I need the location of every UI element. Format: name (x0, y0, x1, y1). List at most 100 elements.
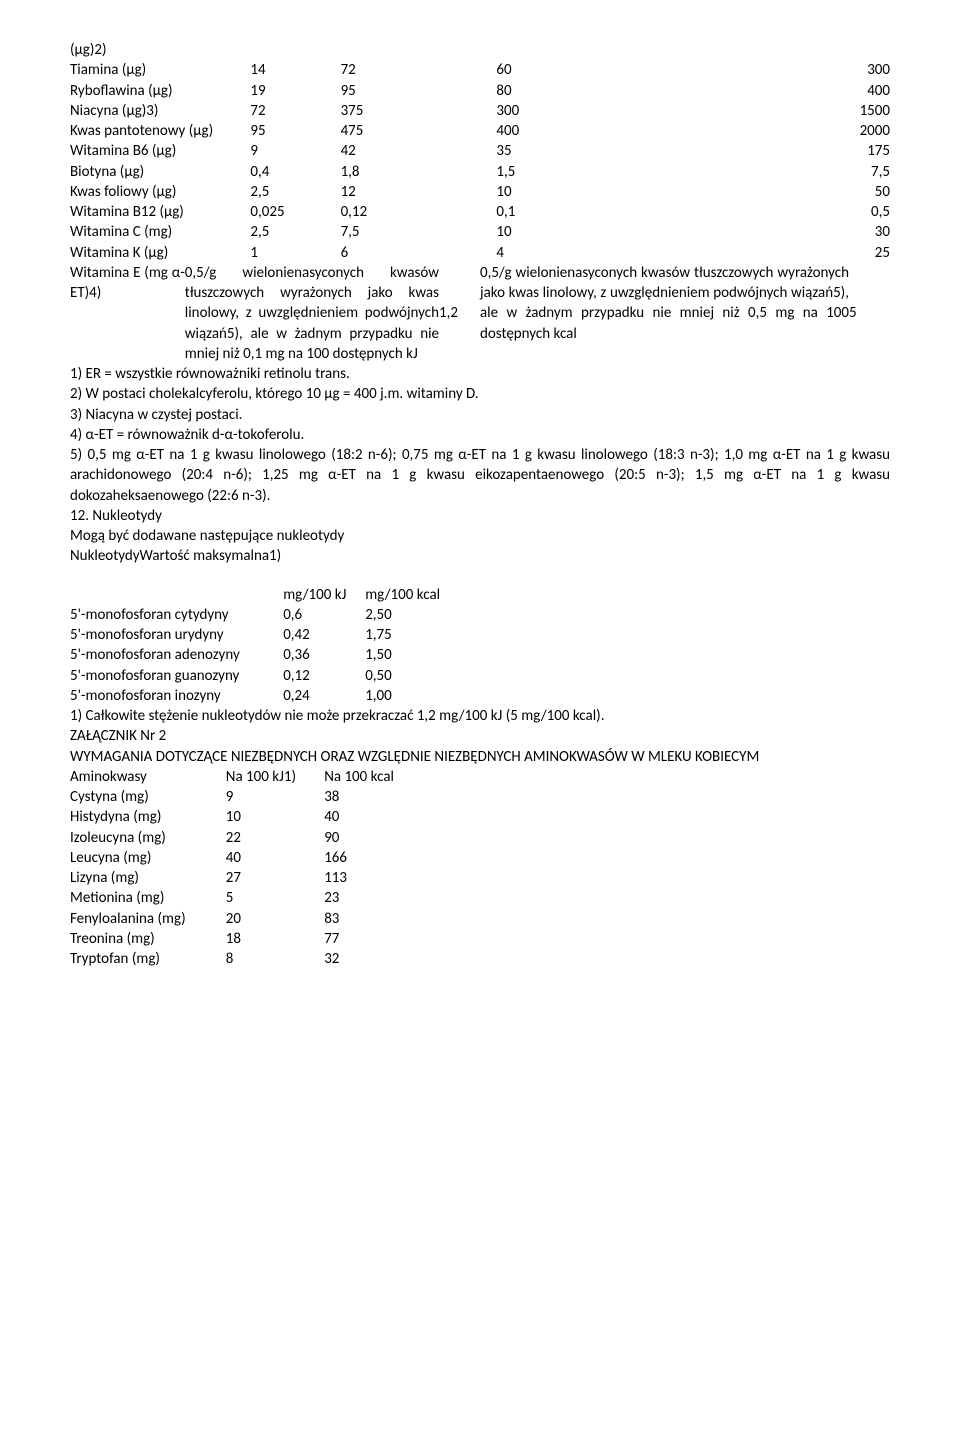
table-row: Lizyna (mg)27113 (70, 868, 890, 888)
table-cell: 0,025 (250, 202, 340, 222)
table-cell: 7,5 (644, 162, 890, 182)
footnote-line: 5) 0,5 mg α-ET na 1 g kwasu linolowego (… (70, 445, 890, 506)
vitamin-e-label: Witamina E (mg α-ET)4) (70, 263, 185, 364)
table-cell: 80 (496, 81, 644, 101)
table-cell: 5'-monofosforan urydyny (70, 625, 283, 645)
table-cell (496, 40, 644, 60)
table-cell: 83 (324, 909, 890, 929)
table-cell: 72 (341, 60, 497, 80)
table-cell: 1 (250, 243, 340, 263)
footnote-line: 1) ER = wszystkie równoważniki retinolu … (70, 364, 890, 384)
vitamin-e-left-text: 0,5/g wielonienasyconych kwasów tłuszczo… (185, 263, 439, 364)
table-cell: 0,12 (283, 666, 365, 686)
table-cell: 60 (496, 60, 644, 80)
table-cell: 0,24 (283, 686, 365, 706)
table-cell: 9 (250, 141, 340, 161)
annex-heading: WYMAGANIA DOTYCZĄCE NIEZBĘDNYCH ORAZ WZG… (70, 747, 890, 767)
table-row: Kwas pantotenowy (μg)954754002000 (70, 121, 890, 141)
vitamin-e-right-text: 0,5/g wielonienasyconych kwasów tłuszczo… (480, 263, 849, 364)
table-cell: 0,5 (644, 202, 890, 222)
footnotes: 1) ER = wszystkie równoważniki retinolu … (70, 364, 890, 506)
nucleotides-title: 12. Nukleotydy (70, 506, 890, 526)
nuc-header-b: mg/100 kcal (365, 585, 890, 605)
table-cell: 9 (226, 787, 324, 807)
table-cell: 5'-monofosforan cytydyny (70, 605, 283, 625)
table-cell: 0,50 (365, 666, 890, 686)
table-row: 5'-monofosforan inozyny0,241,00 (70, 686, 890, 706)
table-row: 5'-monofosforan cytydyny0,62,50 (70, 605, 890, 625)
table-cell: 20 (226, 909, 324, 929)
table-cell: 2000 (644, 121, 890, 141)
table-cell: 8 (226, 949, 324, 969)
table-cell: 90 (324, 828, 890, 848)
table-cell: 72 (250, 101, 340, 121)
table-cell: 7,5 (341, 222, 497, 242)
table-cell: Kwas foliowy (μg) (70, 182, 250, 202)
footnote-line: 4) α-ET = równoważnik d-α-tokoferolu. (70, 425, 890, 445)
table-cell (250, 40, 340, 60)
table-row: 5'-monofosforan urydyny0,421,75 (70, 625, 890, 645)
amino-col-b: Na 100 kJ1) (226, 767, 324, 787)
table-cell: 2,5 (250, 222, 340, 242)
table-cell: 35 (496, 141, 644, 161)
table-cell: 30 (644, 222, 890, 242)
table-cell: 14 (250, 60, 340, 80)
table-cell: 5'-monofosforan inozyny (70, 686, 283, 706)
table-cell: 12 (341, 182, 497, 202)
table-cell: 23 (324, 888, 890, 908)
table-cell: 25 (644, 243, 890, 263)
table-cell: Lizyna (mg) (70, 868, 226, 888)
table-cell: 95 (341, 81, 497, 101)
table-cell: 10 (226, 807, 324, 827)
table-row: Histydyna (mg)1040 (70, 807, 890, 827)
table-cell: 1,00 (365, 686, 890, 706)
table-cell: 0,36 (283, 645, 365, 665)
table-row: 5'-monofosforan guanozyny0,120,50 (70, 666, 890, 686)
table-cell: 0,6 (283, 605, 365, 625)
table-row: Izoleucyna (mg)2290 (70, 828, 890, 848)
annex-title: ZAŁĄCZNIK Nr 2 (70, 726, 890, 746)
table-cell: 400 (644, 81, 890, 101)
table-cell: 4 (496, 243, 644, 263)
table-row: Tryptofan (mg)832 (70, 949, 890, 969)
table-row: Leucyna (mg)40166 (70, 848, 890, 868)
table-cell (341, 40, 497, 60)
nucleotides-line1: Mogą być dodawane następujące nukleotydy (70, 526, 890, 546)
table-cell: 400 (496, 121, 644, 141)
table-cell: Cystyna (mg) (70, 787, 226, 807)
table-cell: 42 (341, 141, 497, 161)
table-cell: 1,8 (341, 162, 497, 182)
table-cell: Izoleucyna (mg) (70, 828, 226, 848)
vitamins-table: (μg)2)Tiamina (μg)147260300Ryboflawina (… (70, 40, 890, 263)
table-row: Treonina (mg)1877 (70, 929, 890, 949)
table-cell: 77 (324, 929, 890, 949)
table-cell: 1,5 (496, 162, 644, 182)
table-cell: 18 (226, 929, 324, 949)
table-cell: 0,12 (341, 202, 497, 222)
table-cell: 0,42 (283, 625, 365, 645)
table-cell: 22 (226, 828, 324, 848)
table-cell: 1500 (644, 101, 890, 121)
table-cell: Histydyna (mg) (70, 807, 226, 827)
table-cell: 10 (496, 182, 644, 202)
table-cell: Witamina K (μg) (70, 243, 250, 263)
table-cell: 300 (496, 101, 644, 121)
table-cell: 5'-monofosforan adenozyny (70, 645, 283, 665)
table-cell (644, 40, 890, 60)
table-row: Metionina (mg)523 (70, 888, 890, 908)
table-cell: 27 (226, 868, 324, 888)
nuc-header-a: mg/100 kJ (283, 585, 365, 605)
table-cell: Niacyna (μg)3) (70, 101, 250, 121)
table-row: Witamina K (μg)16425 (70, 243, 890, 263)
table-cell: 95 (250, 121, 340, 141)
table-cell: Witamina B6 (μg) (70, 141, 250, 161)
table-cell: Fenyloalanina (mg) (70, 909, 226, 929)
amino-table: Aminokwasy Na 100 kJ1) Na 100 kcal Cysty… (70, 767, 890, 970)
table-cell: 0,1 (496, 202, 644, 222)
footnote-line: 3) Niacyna w czystej postaci. (70, 405, 890, 425)
nucleotides-table: mg/100 kJ mg/100 kcal 5'-monofosforan cy… (70, 585, 890, 707)
table-cell: Witamina B12 (μg) (70, 202, 250, 222)
table-row: Ryboflawina (μg)199580400 (70, 81, 890, 101)
table-cell: 375 (341, 101, 497, 121)
table-cell: Kwas pantotenowy (μg) (70, 121, 250, 141)
